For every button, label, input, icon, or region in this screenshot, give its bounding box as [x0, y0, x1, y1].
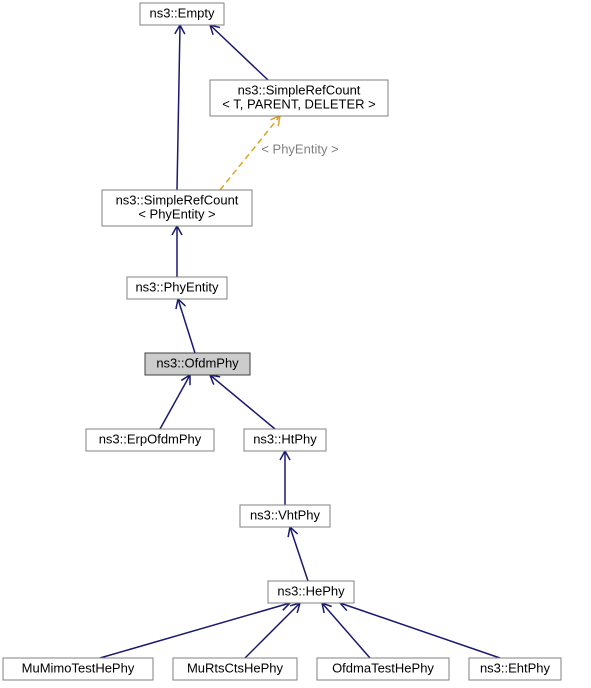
node-label-src_tmpl-line1: < T, PARENT, DELETER > [222, 96, 375, 111]
node-label-ofdma-line0: OfdmaTestHePhy [332, 660, 434, 675]
node-hephy[interactable]: ns3::HePhy [268, 581, 354, 603]
node-label-src_phy-line0: ns3::SimpleRefCount [116, 192, 239, 207]
node-label-murts-line0: MuRtsCtsHePhy [187, 660, 284, 675]
node-label-src_phy-line1: < PhyEntity > [138, 206, 215, 221]
edge-mumimo-hephy [100, 603, 290, 658]
edge-htphy-ofdmphy [210, 375, 275, 429]
node-label-htphy-line0: ns3::HtPhy [253, 431, 317, 446]
node-mumimo[interactable]: MuMimoTestHePhy [3, 658, 153, 680]
node-label-phyentity-line0: ns3::PhyEntity [135, 279, 219, 294]
node-empty[interactable]: ns3::Empty [140, 3, 224, 25]
node-htphy[interactable]: ns3::HtPhy [244, 429, 326, 451]
node-label-src_tmpl-line0: ns3::SimpleRefCount [238, 82, 361, 97]
edge-ehtphy-hephy [340, 603, 500, 658]
edge-src_tmpl-empty [210, 25, 268, 80]
node-label-mumimo-line0: MuMimoTestHePhy [22, 660, 135, 675]
node-label-hephy-line0: ns3::HePhy [277, 583, 345, 598]
edge-src_phy-empty [177, 25, 180, 190]
node-label-ofdmphy-line0: ns3::OfdmPhy [156, 355, 239, 370]
edge-hephy-vhtphy [290, 527, 308, 581]
edge-ofdmphy-phyentity [178, 299, 195, 353]
node-label-ehtphy-line0: ns3::EhtPhy [480, 660, 551, 675]
node-label-vhtphy-line0: ns3::VhtPhy [250, 507, 321, 522]
node-ofdma[interactable]: OfdmaTestHePhy [317, 658, 449, 680]
edge-erpofdm-ofdmphy [160, 375, 190, 429]
edge-murts-hephy [245, 603, 300, 658]
node-vhtphy[interactable]: ns3::VhtPhy [240, 505, 330, 527]
node-erpofdm[interactable]: ns3::ErpOfdmPhy [86, 429, 214, 451]
node-ofdmphy[interactable]: ns3::OfdmPhy [145, 353, 250, 375]
node-phyentity[interactable]: ns3::PhyEntity [127, 277, 227, 299]
template-annotation: < PhyEntity > [261, 141, 338, 156]
node-murts[interactable]: MuRtsCtsHePhy [173, 658, 297, 680]
node-ehtphy[interactable]: ns3::EhtPhy [469, 658, 561, 680]
node-label-erpofdm-line0: ns3::ErpOfdmPhy [99, 431, 202, 446]
node-src_phy[interactable]: ns3::SimpleRefCount< PhyEntity > [102, 190, 252, 226]
node-src_tmpl[interactable]: ns3::SimpleRefCount< T, PARENT, DELETER … [210, 80, 388, 116]
node-label-empty-line0: ns3::Empty [149, 5, 215, 20]
